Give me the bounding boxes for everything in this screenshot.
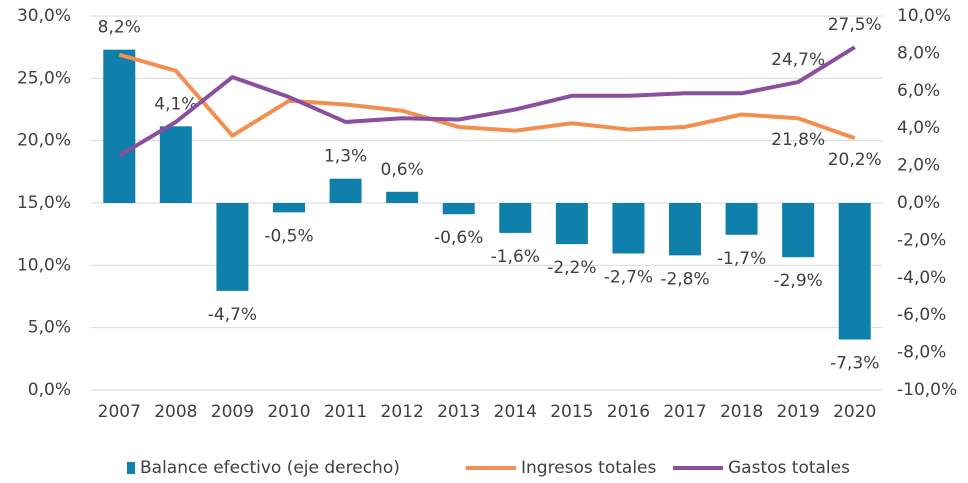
legend-label: Ingresos totales [521,458,657,478]
data-label: -0,6% [434,228,483,248]
data-label: -2,7% [604,267,653,287]
x-tick-label: 2012 [381,402,424,422]
x-tick-label: 2011 [324,402,367,422]
data-label: 20,2% [828,150,882,170]
bar [329,178,362,203]
data-label: -1,7% [717,249,766,269]
bar [442,203,475,215]
legend-swatch [127,462,135,474]
line [118,52,856,141]
bar [216,203,249,291]
bar [159,126,192,203]
bar [725,203,758,235]
y2-tick-label: -10,0% [897,380,957,400]
x-tick-label: 2015 [550,402,593,422]
data-label: 27,5% [828,15,882,35]
y2-tick-label: -8,0% [897,343,946,363]
bar [669,203,701,256]
data-label: -1,6% [491,247,540,267]
data-label: -2,9% [773,271,822,291]
y2-tick-label: 4,0% [897,118,940,138]
data-label: -2,2% [547,258,596,278]
y2-tick-label: -2,0% [897,230,946,250]
x-tick-label: 2016 [607,402,650,422]
legend-label: Gastos totales [728,458,850,478]
bar [612,203,645,254]
x-tick-label: 2007 [98,402,141,422]
bar [386,191,419,203]
data-label: 21,8% [771,130,825,150]
data-label: 1,3% [324,147,367,167]
data-label: -4,7% [208,305,257,325]
bar [838,203,871,340]
y2-tick-label: 2,0% [897,156,940,176]
data-label: 24,7% [771,50,825,70]
bar [103,49,136,203]
y-tick-label: 25,0% [17,68,71,88]
y-tick-label: 20,0% [17,131,71,151]
x-tick-label: 2019 [777,402,820,422]
x-tick-label: 2010 [267,402,310,422]
x-tick-label: 2017 [663,402,706,422]
x-tick-label: 2020 [833,402,876,422]
data-label: -2,8% [660,269,709,289]
x-tick-label: 2013 [437,402,480,422]
x-tick-label: 2008 [154,402,197,422]
data-label: 0,6% [381,160,424,180]
x-tick-label: 2018 [720,402,763,422]
x-tick-label: 2009 [211,402,254,422]
y2-tick-label: -6,0% [897,305,946,325]
y-tick-label: 30,0% [17,6,71,26]
bar [555,203,588,245]
y2-tick-label: 8,0% [897,43,940,63]
y2-tick-label: 0,0% [897,193,940,213]
bar [499,203,532,233]
x-tick-label: 2014 [494,402,537,422]
data-label: 8,2% [98,18,141,38]
bar [782,203,815,258]
y2-tick-label: -4,0% [897,268,946,288]
y2-tick-label: 6,0% [897,81,940,101]
y-tick-label: 5,0% [28,318,71,338]
legend-label: Balance efectivo (eje derecho) [140,458,400,478]
data-label: 4,1% [154,94,197,114]
data-label: -7,3% [830,354,879,374]
y2-tick-label: 10,0% [897,6,951,26]
line [118,45,856,158]
y-tick-label: 10,0% [17,255,71,275]
y-tick-label: 15,0% [17,193,71,213]
data-label: -0,5% [264,226,313,246]
bar [273,203,305,213]
y-tick-label: 0,0% [28,380,71,400]
